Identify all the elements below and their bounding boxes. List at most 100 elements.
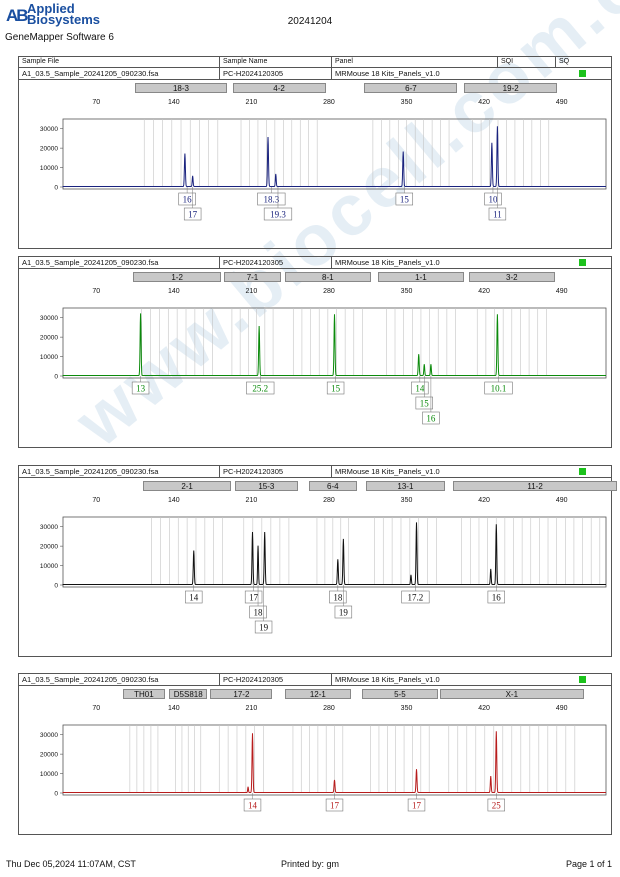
x-tick-label: 350 [401, 497, 413, 504]
allele-label[interactable]: 18.3 [257, 187, 286, 206]
y-tick-label: 10000 [40, 354, 58, 361]
x-tick-label: 490 [556, 705, 568, 712]
marker-chip[interactable]: 4-2 [232, 83, 326, 93]
sample-panel: A1_03.5_Sample_20241205_090230.fsa PC-H20… [18, 256, 612, 448]
col-panel: Panel [335, 58, 353, 65]
marker-chip[interactable]: 17-2 [210, 689, 273, 699]
panel-name: MRMouse 18 Kits_Panels_v1.0 [335, 69, 440, 78]
sample-panel: A1_03.5_Sample_20241205_090230.fsa PC-H20… [18, 67, 612, 249]
marker-chip[interactable]: 13-1 [365, 481, 446, 491]
marker-chip[interactable]: 1-2 [132, 272, 222, 282]
allele-label[interactable]: 17.2 [401, 585, 430, 604]
quality-flag-icon [579, 70, 586, 77]
svg-text:19.3: 19.3 [270, 210, 286, 220]
x-tick-label: 140 [168, 705, 180, 712]
marker-chip[interactable]: 8-1 [284, 272, 372, 282]
svg-text:15: 15 [400, 195, 410, 205]
allele-label[interactable]: 14 [411, 376, 429, 395]
allele-label[interactable]: 19 [334, 585, 353, 619]
sample-panel: A1_03.5_Sample_20241205_090230.fsa PC-H20… [18, 673, 612, 835]
svg-text:25.2: 25.2 [252, 384, 268, 394]
software-name: GeneMapper Software 6 [5, 32, 114, 43]
svg-text:16: 16 [492, 593, 502, 603]
company-logo: Applied Biosystems [27, 2, 100, 26]
allele-label[interactable]: 15 [326, 376, 345, 395]
allele-label[interactable]: 14 [185, 585, 203, 604]
x-tick-label: 140 [168, 497, 180, 504]
svg-text:15: 15 [331, 384, 341, 394]
report-title: 20241204 [287, 16, 333, 27]
allele-label[interactable]: 18 [329, 585, 347, 604]
ab-logo-icon: AB [6, 6, 29, 25]
allele-label[interactable]: 17 [183, 187, 202, 221]
signal-trace [62, 522, 606, 586]
marker-chip[interactable]: 3-2 [468, 272, 555, 282]
x-tick-label: 210 [246, 99, 258, 106]
svg-text:18.3: 18.3 [263, 195, 279, 205]
allele-label[interactable]: 25.2 [246, 376, 275, 395]
allele-label[interactable]: 11 [488, 187, 507, 221]
sample-name: PC-H2024120305 [223, 467, 284, 476]
panel-name: MRMouse 18 Kits_Panels_v1.0 [335, 467, 440, 476]
allele-label[interactable]: 16 [422, 376, 440, 425]
x-tick-label: 210 [246, 288, 258, 295]
allele-label[interactable]: 18 [249, 585, 267, 619]
x-tick-label: 490 [556, 99, 568, 106]
x-tick-label: 140 [168, 99, 180, 106]
svg-text:14: 14 [248, 801, 257, 811]
marker-chip[interactable]: 2-1 [142, 481, 232, 491]
marker-chip[interactable]: 1-1 [377, 272, 465, 282]
y-tick-label: 20000 [40, 752, 58, 759]
marker-chip[interactable]: 19-2 [464, 83, 558, 93]
marker-chip[interactable]: 12-1 [284, 689, 352, 699]
allele-label[interactable]: 10 [484, 187, 502, 206]
x-tick-label: 420 [478, 705, 490, 712]
allele-label[interactable]: 25 [487, 793, 505, 812]
x-tick-label: 280 [323, 497, 335, 504]
quality-flag-icon [579, 676, 586, 683]
sample-panel: A1_03.5_Sample_20241205_090230.fsa PC-H20… [18, 465, 618, 657]
allele-label[interactable]: 17 [325, 793, 344, 812]
allele-label[interactable]: 15 [415, 376, 433, 410]
allele-label[interactable]: 13 [131, 376, 150, 395]
svg-text:11: 11 [493, 210, 502, 220]
marker-chip[interactable]: 6-7 [364, 83, 458, 93]
y-tick-label: 30000 [40, 524, 58, 531]
y-tick-label: 20000 [40, 335, 58, 342]
marker-chip[interactable]: TH01 [122, 689, 165, 699]
y-tick-label: 10000 [40, 165, 58, 172]
marker-chip[interactable]: 15-3 [234, 481, 298, 491]
marker-chip[interactable]: 18-3 [135, 83, 227, 93]
svg-text:17: 17 [249, 593, 258, 603]
electropherogram: 70 140 210 280 350 420 490 0 10000 20000 30000 14 17… [40, 497, 607, 634]
y-tick-label: 20000 [40, 146, 58, 153]
marker-chip[interactable]: 11-2 [453, 481, 618, 491]
marker-chip[interactable]: 5-5 [362, 689, 438, 699]
allele-label[interactable]: 14 [243, 793, 262, 812]
sample-file: A1_03.5_Sample_20241205_090230.fsa [22, 69, 159, 78]
col-sqi: SQI [501, 58, 514, 65]
allele-label[interactable]: 16 [487, 585, 505, 604]
allele-label[interactable]: 19.3 [263, 187, 293, 221]
signal-trace [62, 313, 606, 377]
marker-chip[interactable]: X-1 [439, 689, 584, 699]
svg-text:10: 10 [488, 195, 498, 205]
marker-chip[interactable]: 6-4 [309, 481, 357, 491]
allele-label[interactable]: 17 [244, 585, 263, 604]
svg-text:17: 17 [330, 801, 340, 811]
panel-name: MRMouse 18 Kits_Panels_v1.0 [335, 675, 440, 684]
y-tick-label: 30000 [40, 315, 58, 322]
allele-label[interactable]: 17 [407, 793, 426, 812]
allele-label[interactable]: 10.1 [484, 376, 513, 395]
svg-text:10.1: 10.1 [491, 384, 507, 394]
signal-trace [62, 731, 606, 794]
allele-label[interactable]: 16 [178, 187, 196, 206]
marker-chip[interactable]: D5S818 [169, 689, 208, 699]
y-tick-label: 30000 [40, 732, 58, 739]
sample-info-row: A1_03.5_Sample_20241205_090230.fsa PC-H20… [19, 68, 611, 80]
marker-chip[interactable]: 7-1 [223, 272, 282, 282]
allele-label[interactable]: 15 [395, 187, 414, 206]
allele-label[interactable]: 19 [254, 585, 273, 634]
svg-text:17: 17 [412, 801, 422, 811]
svg-text:19: 19 [339, 608, 349, 618]
